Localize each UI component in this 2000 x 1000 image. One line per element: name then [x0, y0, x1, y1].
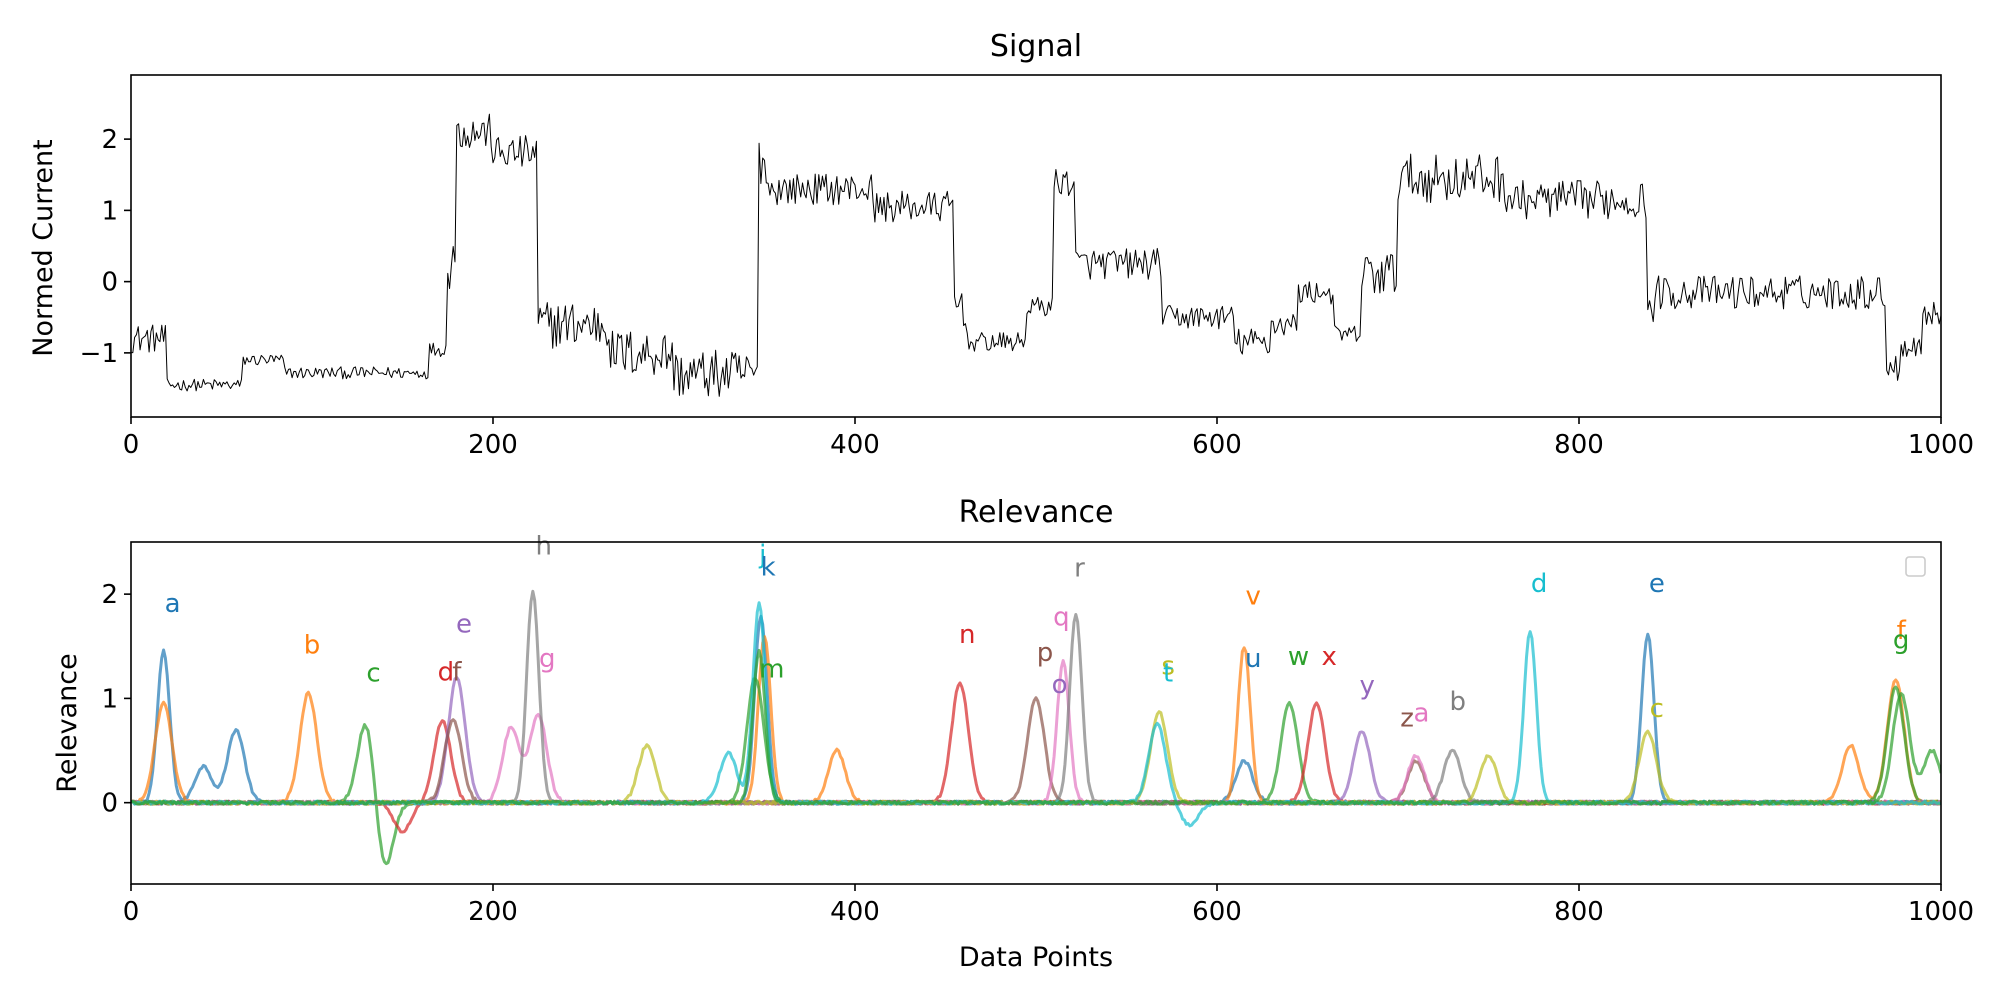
peak-annotation: t	[1163, 659, 1173, 689]
peak-annotation: v	[1246, 582, 1261, 612]
relevance-series-line	[131, 677, 1941, 866]
signal-x-tick-label: 400	[830, 430, 880, 460]
peak-annotation: a	[1414, 698, 1430, 728]
peak-annotation: s	[1161, 651, 1175, 681]
relevance-series-line	[131, 659, 1941, 806]
signal-y-tick-label: 2	[101, 125, 118, 155]
relevance-series-line	[131, 710, 1941, 806]
relevance-x-tick-label: 400	[830, 897, 880, 927]
peak-annotation: c	[1650, 694, 1664, 724]
relevance-series-line	[131, 648, 1941, 806]
peak-annotation: f	[1897, 616, 1907, 646]
peak-annotation: x	[1322, 642, 1337, 672]
peak-annotation: c	[366, 659, 380, 689]
signal-x-ticks: 0 200 400 600 800 1000	[123, 417, 1974, 460]
relevance-xlabel: Data Points	[959, 942, 1113, 973]
signal-x-tick-label: 1000	[1908, 430, 1974, 460]
signal-series-line	[130, 113, 1942, 397]
relevance-ylabel: Relevance	[52, 653, 83, 792]
relevance-title: Relevance	[959, 495, 1114, 530]
relevance-series-line	[131, 601, 1941, 828]
relevance-x-tick-label: 600	[1192, 897, 1242, 927]
peak-annotation: k	[761, 552, 776, 582]
peak-annotation: p	[1037, 638, 1054, 668]
relevance-x-tick-label: 1000	[1908, 897, 1974, 927]
relevance-x-tick-label: 200	[468, 897, 518, 927]
peak-annotation: d	[1531, 569, 1548, 599]
peak-annotation: j	[758, 540, 766, 570]
signal-plot-frame	[130, 74, 1942, 418]
peak-annotation: d	[438, 658, 455, 688]
signal-x-tick-label: 0	[123, 430, 140, 460]
signal-y-tick-label: −1	[80, 339, 118, 369]
peak-annotation: m	[759, 655, 784, 685]
peak-annotation: b	[304, 631, 321, 661]
peak-annotation: a	[165, 589, 181, 619]
peak-annotation: b	[1449, 687, 1466, 717]
signal-x-tick-label: 800	[1554, 430, 1604, 460]
relevance-y-tick-label: 1	[101, 684, 118, 714]
signal-ylabel: Normed Current	[28, 139, 59, 356]
peak-annotation: g	[1893, 625, 1910, 655]
relevance-x-tick-label: 0	[123, 897, 140, 927]
relevance-plot-frame	[130, 541, 1942, 885]
peak-annotation: e	[456, 610, 472, 640]
relevance-y-tick-label: 0	[101, 789, 118, 819]
legend-box	[1905, 556, 1926, 577]
peak-annotation: u	[1245, 644, 1261, 674]
peak-annotation: z	[1400, 704, 1414, 734]
signal-title: Signal	[990, 29, 1082, 64]
signal-y-tick-label: 0	[101, 268, 118, 298]
peak-annotation: q	[1053, 602, 1070, 632]
peak-annotation: w	[1288, 642, 1309, 672]
relevance-panel: Relevance Relevance Data Points abc dfehg…	[52, 495, 1974, 973]
peak-annotation: y	[1360, 671, 1375, 701]
signal-x-tick-label: 200	[468, 430, 518, 460]
peak-annotation: g	[539, 644, 556, 674]
signal-x-tick-label: 600	[1192, 430, 1242, 460]
relevance-series-lines	[131, 589, 1941, 866]
relevance-y-tick-label: 2	[101, 580, 118, 610]
signal-panel: Signal Normed Current 0 200 400 600 800 1000 …	[28, 29, 1974, 460]
relevance-x-ticks: 0 200 400 600 800 1000	[123, 884, 1974, 927]
relevance-y-ticks: 0 1 2	[101, 580, 131, 819]
peak-annotation: h	[535, 532, 551, 562]
signal-y-ticks: −1 0 1 2	[80, 125, 131, 369]
peak-annotation: o	[1052, 670, 1068, 700]
relevance-series-line	[131, 696, 1941, 806]
relevance-x-tick-label: 800	[1554, 897, 1604, 927]
peak-annotation: e	[1649, 569, 1665, 599]
peak-annotation: f	[452, 658, 462, 688]
peak-annotation: r	[1074, 553, 1085, 583]
peak-annotation: n	[959, 620, 975, 650]
signal-y-tick-label: 1	[101, 196, 118, 226]
